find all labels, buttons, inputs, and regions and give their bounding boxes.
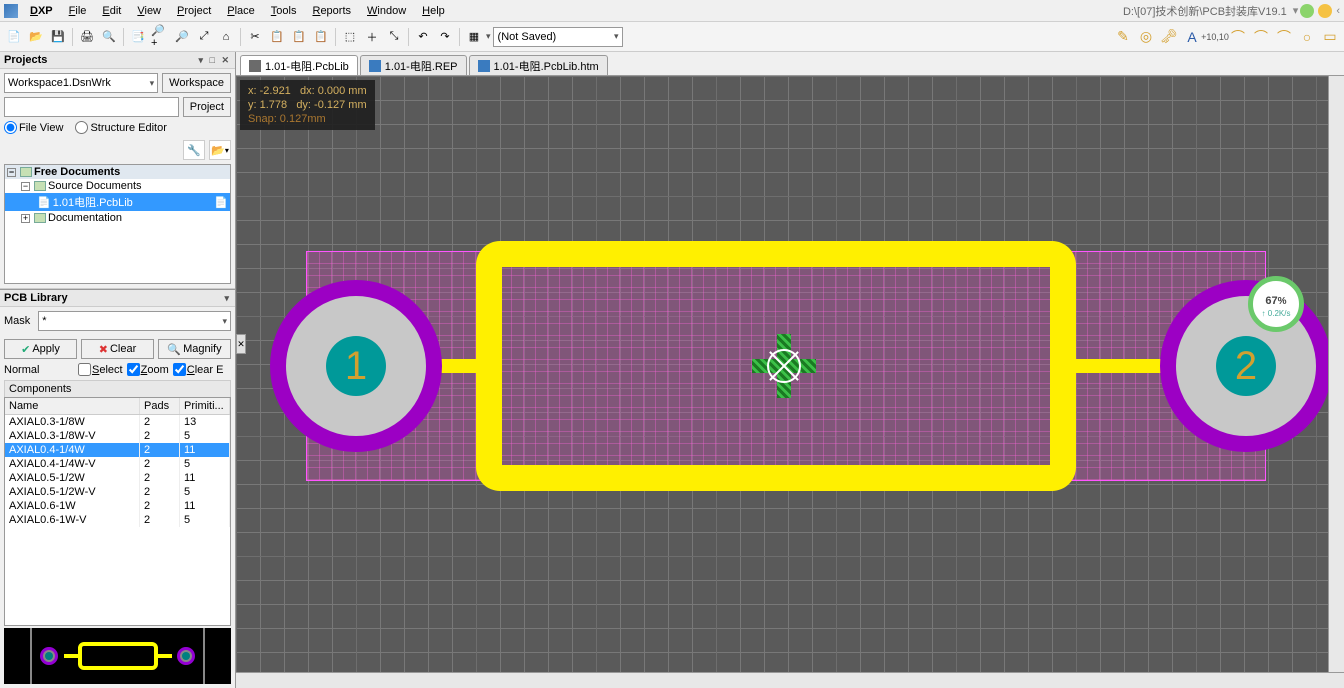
toolbar-button[interactable]: 📋 xyxy=(289,27,309,47)
menu-file[interactable]: File xyxy=(61,3,95,19)
main-toolbar: 📄📂💾🖨🔍📑🔎+🔎⤢⌂✂📋📋📋⬚＋⤡↶↷▦ ▾ (Not Saved) ✎◎🗝A… xyxy=(0,22,1344,52)
toolbar-button[interactable]: ▦ xyxy=(464,27,484,47)
vertical-scrollbar[interactable] xyxy=(1328,76,1344,672)
coord-overlay: x: -2.921 dx: 0.000 mm y: 1.778 dy: -0.1… xyxy=(240,80,375,130)
toolbar-right-icon[interactable]: ⌒ xyxy=(1251,27,1271,47)
toolbar-button[interactable]: 📋 xyxy=(311,27,331,47)
structure-editor-radio[interactable]: Structure Editor xyxy=(75,121,166,134)
origin-marker xyxy=(752,334,816,398)
app-logo-icon xyxy=(4,4,18,18)
toolbar-right-icon[interactable]: ○ xyxy=(1297,27,1317,47)
toolbar-right-icon[interactable]: +10,10 xyxy=(1205,27,1225,47)
zoom-check[interactable]: Zoom xyxy=(127,363,169,376)
menu-help[interactable]: Help xyxy=(414,3,453,19)
toolbar-right-icon[interactable]: ◎ xyxy=(1136,27,1156,47)
tree-file-selected[interactable]: 📄 1.01电阻.PcbLib📄 xyxy=(5,193,230,211)
menu-tools[interactable]: Tools xyxy=(263,3,305,19)
toolbar-button[interactable]: ⬚ xyxy=(340,27,360,47)
menu-view[interactable]: View xyxy=(129,3,169,19)
toolbar-button[interactable]: 🖨 xyxy=(77,27,97,47)
pad-1[interactable]: 1 xyxy=(270,280,442,452)
horizontal-scrollbar[interactable] xyxy=(236,672,1344,688)
toolbar-button[interactable]: 💾 xyxy=(48,27,68,47)
panel-collapse-handle[interactable]: ✕ xyxy=(236,334,246,354)
perf-badge: 67% ↑ 0.2K/s xyxy=(1248,276,1304,332)
toolbar-button[interactable]: 🔍 xyxy=(99,27,119,47)
projects-panel-header: Projects ▾ □ ✕ xyxy=(0,52,235,69)
toolbar-right-icon[interactable]: 🗝 xyxy=(1159,27,1179,47)
doc-tab[interactable]: 1.01-电阻.REP xyxy=(360,55,467,75)
document-path: D:\[07]技术创新\PCB封装库V19.1 xyxy=(1123,3,1287,19)
mode-combo[interactable]: Normal xyxy=(4,364,74,376)
component-row[interactable]: AXIAL0.3-1/8W-V25 xyxy=(5,429,230,443)
magnify-button[interactable]: 🔍Magnify xyxy=(158,339,231,359)
toolbar-right-icon[interactable]: ⌒ xyxy=(1274,27,1294,47)
component-row[interactable]: AXIAL0.4-1/4W211 xyxy=(5,443,230,457)
document-tabs: 1.01-电阻.PcbLib1.01-电阻.REP1.01-电阻.PcbLib.… xyxy=(236,52,1344,76)
component-row[interactable]: AXIAL0.6-1W-V25 xyxy=(5,513,230,527)
component-row[interactable]: AXIAL0.6-1W211 xyxy=(5,499,230,513)
components-label: Components xyxy=(4,380,231,397)
toolbar-right-icon[interactable]: ▭ xyxy=(1320,27,1340,47)
workspace-button[interactable]: Workspace xyxy=(162,73,231,93)
menu-edit[interactable]: Edit xyxy=(94,3,129,19)
component-row[interactable]: AXIAL0.3-1/8W213 xyxy=(5,415,230,430)
toolbar-button[interactable]: ↷ xyxy=(435,27,455,47)
proj-icon-2[interactable]: 📂▾ xyxy=(209,140,231,160)
clear-button[interactable]: ✖Clear xyxy=(81,339,154,359)
toolbar-right-icon[interactable]: A xyxy=(1182,27,1202,47)
window-cap-2[interactable] xyxy=(1318,4,1332,18)
toolbar-button[interactable]: ⤡ xyxy=(384,27,404,47)
menu-place[interactable]: Place xyxy=(219,3,263,19)
toolbar-button[interactable]: ⤢ xyxy=(194,27,214,47)
workspace-combo[interactable]: Workspace1.DsnWrk xyxy=(4,73,158,93)
toolbar-button[interactable]: 🔎 xyxy=(172,27,192,47)
mask-label: Mask xyxy=(4,315,30,327)
mini-preview xyxy=(4,628,231,684)
project-button[interactable]: Project xyxy=(183,97,231,117)
toolbar-button[interactable]: ↶ xyxy=(413,27,433,47)
window-cap-1[interactable] xyxy=(1300,4,1314,18)
toolbar-button[interactable]: 📑 xyxy=(128,27,148,47)
toolbar-button[interactable]: 🔎+ xyxy=(150,27,170,47)
toolbar-button[interactable]: 📋 xyxy=(267,27,287,47)
toolbar-button[interactable]: ✂ xyxy=(245,27,265,47)
projects-tree[interactable]: − Free Documents − Source Documents 📄 1.… xyxy=(4,164,231,284)
component-row[interactable]: AXIAL0.5-1/2W-V25 xyxy=(5,485,230,499)
toolbar-button[interactable]: ＋ xyxy=(362,27,382,47)
toolbar-right-icon[interactable]: ✎ xyxy=(1113,27,1133,47)
resistor-lead xyxy=(1072,359,1172,373)
mask-combo[interactable]: * xyxy=(38,311,231,331)
component-row[interactable]: AXIAL0.4-1/4W-V25 xyxy=(5,457,230,471)
file-view-radio[interactable]: File View xyxy=(4,121,63,134)
menu-bar: DXPFileEditViewProjectPlaceToolsReportsW… xyxy=(0,0,1344,22)
toolbar-button[interactable]: ⌂ xyxy=(216,27,236,47)
component-row[interactable]: AXIAL0.5-1/2W211 xyxy=(5,471,230,485)
left-panels: Projects ▾ □ ✕ Workspace1.DsnWrk Workspa… xyxy=(0,52,236,688)
pcb-library-header: PCB Library ▾ xyxy=(0,290,235,307)
components-table[interactable]: Name Pads Primiti... AXIAL0.3-1/8W213AXI… xyxy=(4,397,231,626)
project-input[interactable] xyxy=(4,97,179,117)
cleare-check[interactable]: Clear E xyxy=(173,363,224,376)
doc-tab[interactable]: 1.01-电阻.PcbLib xyxy=(240,55,358,75)
menu-reports[interactable]: Reports xyxy=(304,3,359,19)
apply-button[interactable]: ✔Apply xyxy=(4,339,77,359)
menu-dxp[interactable]: DXP xyxy=(22,3,61,19)
menu-project[interactable]: Project xyxy=(169,3,219,19)
select-check[interactable]: Select xyxy=(78,363,123,376)
camera-combo[interactable]: (Not Saved) xyxy=(493,27,623,47)
toolbar-button[interactable]: 📂 xyxy=(26,27,46,47)
toolbar-button[interactable]: 📄 xyxy=(4,27,24,47)
doc-tab[interactable]: 1.01-电阻.PcbLib.htm xyxy=(469,55,608,75)
menu-window[interactable]: Window xyxy=(359,3,414,19)
proj-icon-1[interactable]: 🔧 xyxy=(183,140,205,160)
toolbar-right-icon[interactable]: ⌒ xyxy=(1228,27,1248,47)
pcb-canvas[interactable]: x: -2.921 dx: 0.000 mm y: 1.778 dy: -0.1… xyxy=(236,76,1328,672)
